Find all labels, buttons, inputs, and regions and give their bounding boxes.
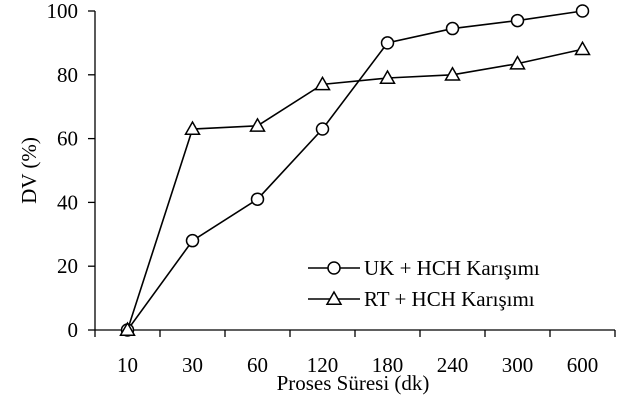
data-point-triangle — [444, 66, 461, 81]
data-point-circle — [185, 233, 200, 248]
data-point-circle — [445, 21, 460, 36]
x-tick-label: 10 — [117, 353, 138, 377]
y-tick-label: 60 — [57, 127, 78, 151]
legend-item: UK + HCH Karışımı — [308, 256, 540, 280]
legend: UK + HCH Karışımı RT + HCH Karışımı — [308, 256, 540, 311]
series-line — [126, 48, 583, 331]
x-tick-label: 180 — [372, 353, 404, 377]
y-tick-label: 100 — [47, 0, 79, 23]
data-point-circle — [315, 122, 330, 136]
x-tick-label: 240 — [437, 353, 469, 377]
x-tick-label: 120 — [307, 353, 339, 377]
data-point-triangle — [574, 40, 591, 56]
legend-item: RT + HCH Karışımı — [308, 287, 535, 311]
x-tick-label: 300 — [502, 353, 534, 377]
y-tick-label: 20 — [57, 254, 78, 278]
data-point-triangle — [249, 117, 266, 132]
data-point-triangle — [119, 321, 136, 336]
data-point-circle — [380, 36, 395, 50]
data-point-circle — [250, 192, 265, 206]
series-line — [126, 10, 583, 331]
legend-marker-circle — [327, 261, 341, 275]
x-axis-title: Proses Süresi (dk) — [277, 371, 430, 395]
data-point-triangle — [509, 55, 526, 70]
data-point-circle — [510, 13, 525, 28]
x-axis-ticks: 10 30 60 120 180 240 300 600 — [94, 330, 616, 377]
data-point-triangle — [314, 75, 331, 91]
legend-label: RT + HCH Karışımı — [364, 287, 535, 311]
data-point-circle — [575, 4, 590, 18]
series-triangle — [119, 40, 591, 336]
x-tick-label: 60 — [247, 353, 268, 377]
data-point-triangle — [184, 120, 201, 136]
y-tick-label: 0 — [68, 318, 79, 342]
x-tick-label: 30 — [182, 353, 203, 377]
x-tick-label: 600 — [567, 353, 599, 377]
legend-label: UK + HCH Karışımı — [364, 256, 540, 280]
y-axis-ticks: 0 20 40 60 80 100 — [47, 0, 95, 342]
y-tick-label: 40 — [57, 190, 78, 214]
y-axis-title: DV (%) — [17, 137, 41, 204]
series-layer — [119, 4, 591, 337]
y-tick-label: 80 — [57, 63, 78, 87]
data-point-triangle — [379, 69, 396, 84]
legend-marker-triangle — [325, 290, 343, 305]
